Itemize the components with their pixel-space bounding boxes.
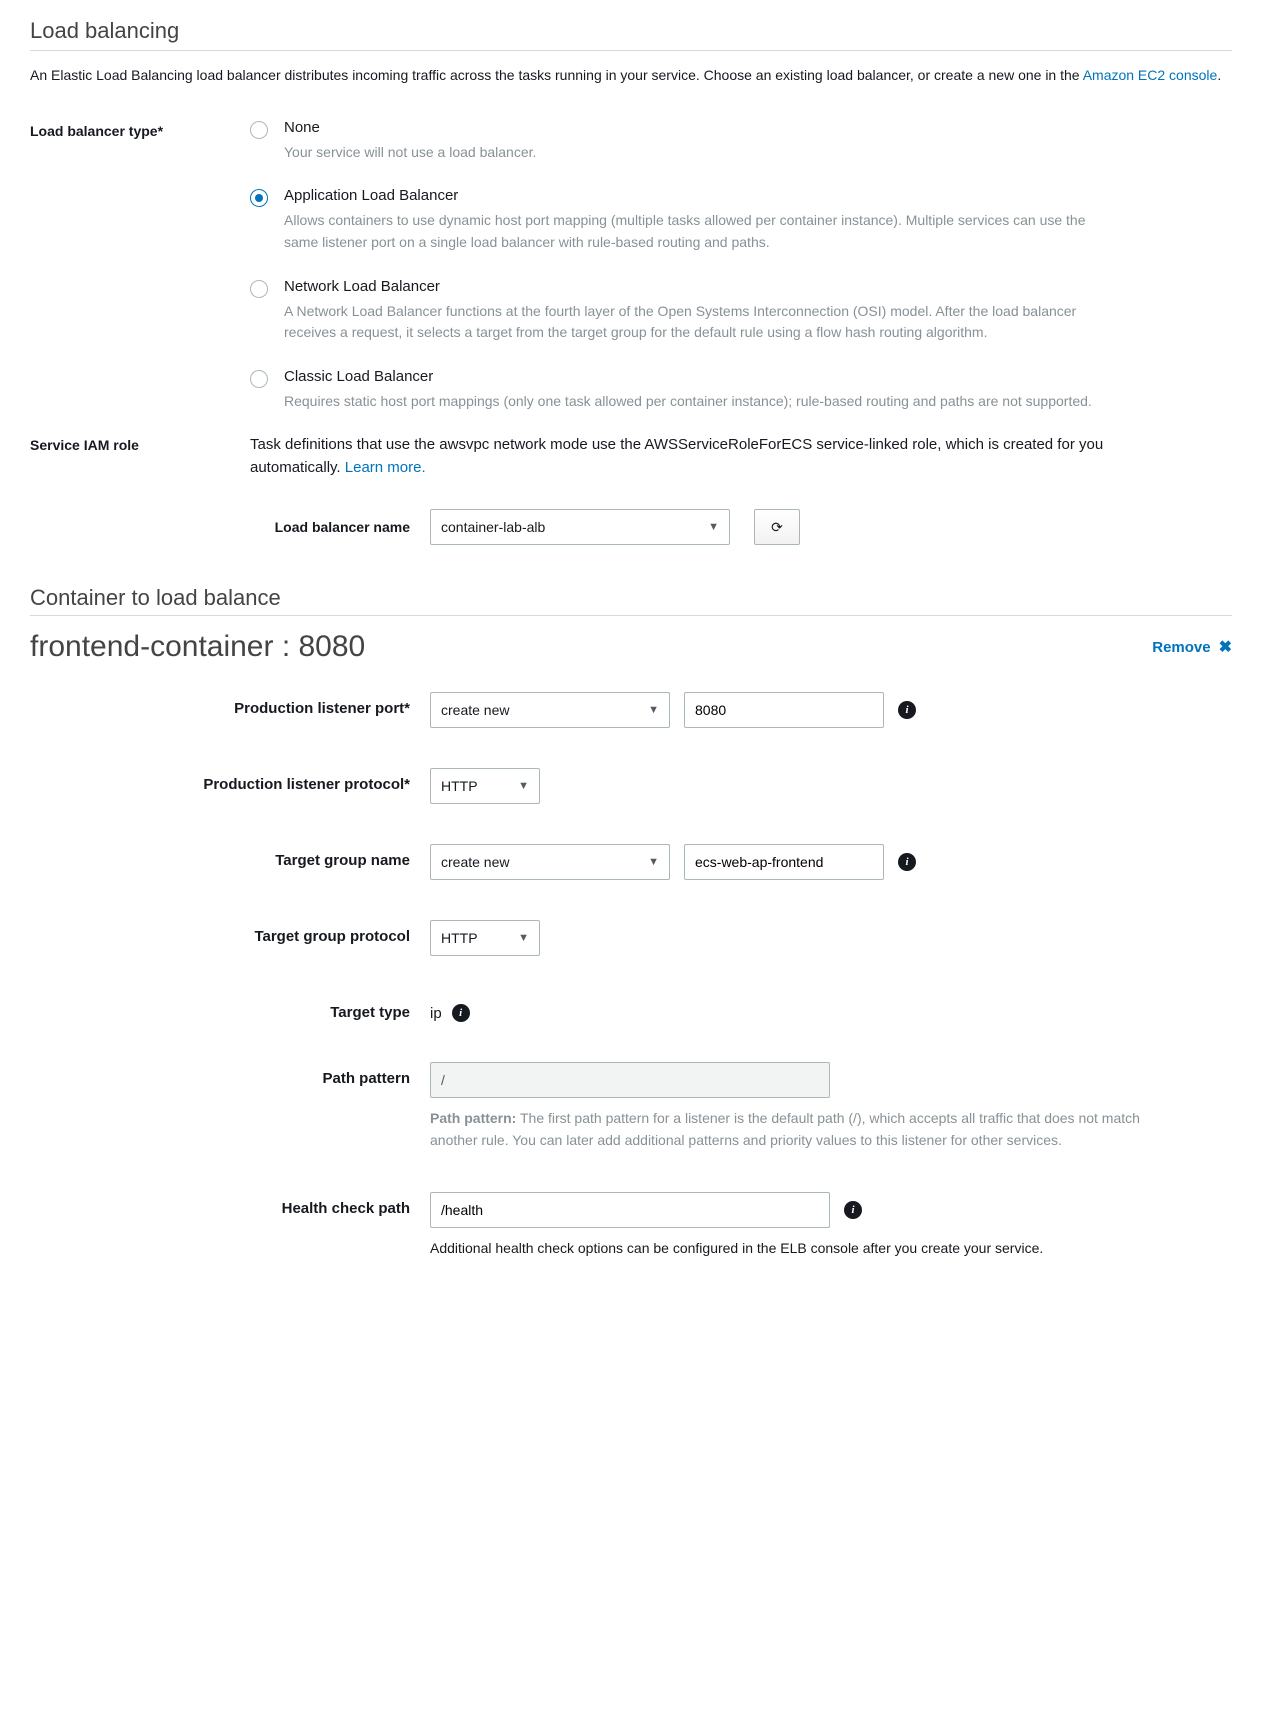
listener-protocol-label: Production listener protocol* — [30, 768, 430, 793]
listener-protocol-select[interactable]: HTTP ▼ — [430, 768, 540, 804]
target-group-protocol-label: Target group protocol — [30, 920, 430, 945]
info-icon[interactable]: i — [898, 853, 916, 871]
path-pattern-row: Path pattern Path pattern: The first pat… — [30, 1062, 1232, 1151]
target-group-name-label: Target group name — [30, 844, 430, 869]
target-group-name-input[interactable] — [684, 844, 884, 880]
section-title-container: Container to load balance — [30, 585, 1232, 611]
target-group-protocol-value: HTTP — [441, 930, 478, 946]
listener-port-select[interactable]: create new ▼ — [430, 692, 670, 728]
lb-type-option-nlb: Network Load Balancer A Network Load Bal… — [250, 278, 1232, 344]
health-check-label: Health check path — [30, 1192, 430, 1217]
listener-protocol-value: HTTP — [441, 778, 478, 794]
intro-text-b: . — [1217, 67, 1221, 83]
path-pattern-help-text: The first path pattern for a listener is… — [430, 1110, 1140, 1148]
target-group-protocol-select[interactable]: HTTP ▼ — [430, 920, 540, 956]
listener-protocol-row: Production listener protocol* HTTP ▼ — [30, 768, 1232, 804]
lb-type-clb-label: Classic Load Balancer — [284, 368, 1104, 385]
chevron-down-icon: ▼ — [518, 932, 529, 944]
chevron-down-icon: ▼ — [708, 521, 719, 533]
lb-type-option-none: None Your service will not use a load ba… — [250, 119, 1232, 164]
listener-port-select-value: create new — [441, 702, 509, 718]
intro-text-a: An Elastic Load Balancing load balancer … — [30, 67, 1083, 83]
target-type-row: Target type ip i — [30, 996, 1232, 1022]
target-group-name-select-value: create new — [441, 854, 509, 870]
load-balancer-type-row: Load balancer type* None Your service wi… — [30, 119, 1232, 413]
section-divider-2 — [30, 615, 1232, 616]
health-check-input[interactable] — [430, 1192, 830, 1228]
lb-type-clb-desc: Requires static host port mappings (only… — [284, 391, 1104, 413]
chevron-down-icon: ▼ — [648, 856, 659, 868]
target-group-name-select[interactable]: create new ▼ — [430, 844, 670, 880]
ec2-console-link[interactable]: Amazon EC2 console — [1083, 67, 1218, 83]
refresh-button[interactable]: ⟳ — [754, 509, 800, 545]
intro-text: An Elastic Load Balancing load balancer … — [30, 65, 1232, 87]
health-check-row: Health check path i Additional health ch… — [30, 1192, 1232, 1259]
section-divider — [30, 50, 1232, 51]
lb-type-radio-alb[interactable] — [250, 189, 268, 207]
load-balancer-name-row: Load balancer name container-lab-alb ▼ ⟳ — [30, 509, 1232, 545]
lb-type-nlb-label: Network Load Balancer — [284, 278, 1104, 295]
lb-type-none-label: None — [284, 119, 1104, 136]
container-port-title: frontend-container : 8080 — [30, 630, 365, 664]
service-iam-role-text: Task definitions that use the awsvpc net… — [250, 433, 1110, 480]
load-balancer-type-label: Load balancer type* — [30, 119, 250, 139]
path-pattern-input — [430, 1062, 830, 1098]
remove-container-button[interactable]: Remove ✖ — [1152, 637, 1232, 657]
container-header: frontend-container : 8080 Remove ✖ — [30, 630, 1232, 664]
refresh-icon: ⟳ — [771, 519, 783, 536]
lb-type-option-alb: Application Load Balancer Allows contain… — [250, 187, 1232, 253]
target-type-value: ip — [430, 1005, 442, 1022]
info-icon[interactable]: i — [452, 1004, 470, 1022]
service-iam-role-row: Service IAM role Task definitions that u… — [30, 433, 1232, 480]
listener-port-row: Production listener port* create new ▼ i — [30, 692, 1232, 728]
health-check-help: Additional health check options can be c… — [430, 1238, 1043, 1259]
remove-label: Remove — [1152, 639, 1210, 656]
path-pattern-help: Path pattern: The first path pattern for… — [430, 1108, 1190, 1151]
lb-type-radio-nlb[interactable] — [250, 280, 268, 298]
lb-type-radio-clb[interactable] — [250, 370, 268, 388]
load-balancer-name-label: Load balancer name — [30, 519, 430, 535]
target-group-name-row: Target group name create new ▼ i — [30, 844, 1232, 880]
chevron-down-icon: ▼ — [648, 704, 659, 716]
lb-type-radio-none[interactable] — [250, 121, 268, 139]
target-type-label: Target type — [30, 996, 430, 1021]
lb-type-option-clb: Classic Load Balancer Requires static ho… — [250, 368, 1232, 413]
load-balancer-name-select[interactable]: container-lab-alb ▼ — [430, 509, 730, 545]
load-balancer-name-value: container-lab-alb — [441, 519, 545, 535]
lb-type-alb-desc: Allows containers to use dynamic host po… — [284, 210, 1104, 253]
learn-more-link[interactable]: Learn more. — [345, 459, 426, 476]
chevron-down-icon: ▼ — [518, 780, 529, 792]
info-icon[interactable]: i — [844, 1201, 862, 1219]
listener-port-label: Production listener port* — [30, 692, 430, 717]
listener-port-input[interactable] — [684, 692, 884, 728]
info-icon[interactable]: i — [898, 701, 916, 719]
lb-type-alb-label: Application Load Balancer — [284, 187, 1104, 204]
close-icon: ✖ — [1219, 637, 1232, 657]
section-title-load-balancing: Load balancing — [30, 18, 1232, 44]
lb-type-none-desc: Your service will not use a load balance… — [284, 142, 1104, 164]
service-iam-role-label: Service IAM role — [30, 433, 250, 453]
lb-type-nlb-desc: A Network Load Balancer functions at the… — [284, 301, 1104, 344]
path-pattern-label: Path pattern — [30, 1062, 430, 1087]
target-group-protocol-row: Target group protocol HTTP ▼ — [30, 920, 1232, 956]
path-pattern-help-bold: Path pattern: — [430, 1110, 516, 1126]
